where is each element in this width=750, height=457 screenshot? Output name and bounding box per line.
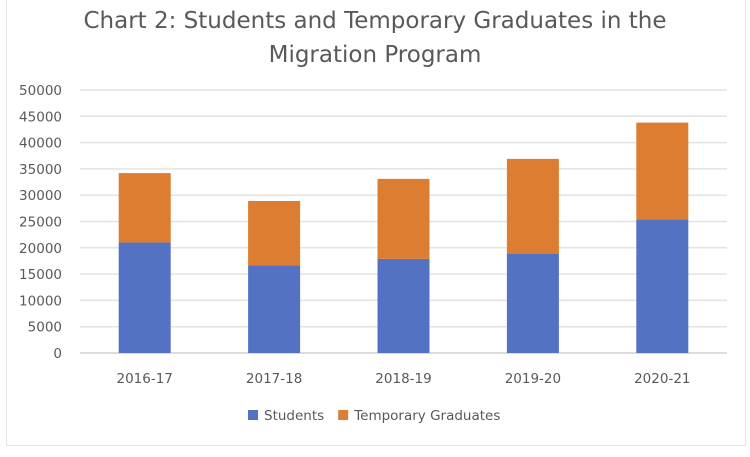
x-tick-label: 2018-19 xyxy=(375,371,431,387)
bar-students xyxy=(118,242,171,353)
y-tick-label: 10000 xyxy=(19,293,62,309)
bar-temporary-graduates xyxy=(248,200,301,266)
bar-students xyxy=(377,258,430,353)
bar-temporary-graduates xyxy=(118,173,171,243)
chart-title-line-1: Chart 2: Students and Temporary Graduate… xyxy=(83,8,667,34)
bar-students xyxy=(248,265,301,353)
y-tick-label: 35000 xyxy=(19,162,62,178)
y-tick-label: 20000 xyxy=(19,241,62,257)
bar-students xyxy=(506,253,559,353)
y-tick-label: 25000 xyxy=(19,215,62,231)
bar-temporary-graduates xyxy=(636,122,689,220)
x-tick-label: 2019-20 xyxy=(505,371,561,387)
y-tick-label: 0 xyxy=(53,346,62,362)
y-tick-label: 5000 xyxy=(28,320,62,336)
x-tick-label: 2016-17 xyxy=(116,371,172,387)
legend-label: Students xyxy=(264,408,324,424)
y-tick-label: 40000 xyxy=(19,136,62,152)
y-tick-label: 45000 xyxy=(19,109,62,125)
legend-swatch xyxy=(248,410,258,420)
bar-temporary-graduates xyxy=(377,178,430,259)
chart-frame xyxy=(6,0,746,446)
chart-title-line-2: Migration Program xyxy=(268,42,482,68)
y-tick-label: 15000 xyxy=(19,267,62,283)
y-tick-label: 30000 xyxy=(19,188,62,204)
y-tick-label: 50000 xyxy=(19,83,62,99)
bar-students xyxy=(636,219,689,353)
x-tick-label: 2017-18 xyxy=(246,371,302,387)
legend-label: Temporary Graduates xyxy=(353,408,500,424)
bar-temporary-graduates xyxy=(506,158,559,254)
x-tick-label: 2020-21 xyxy=(634,371,690,387)
legend-swatch xyxy=(338,410,349,420)
